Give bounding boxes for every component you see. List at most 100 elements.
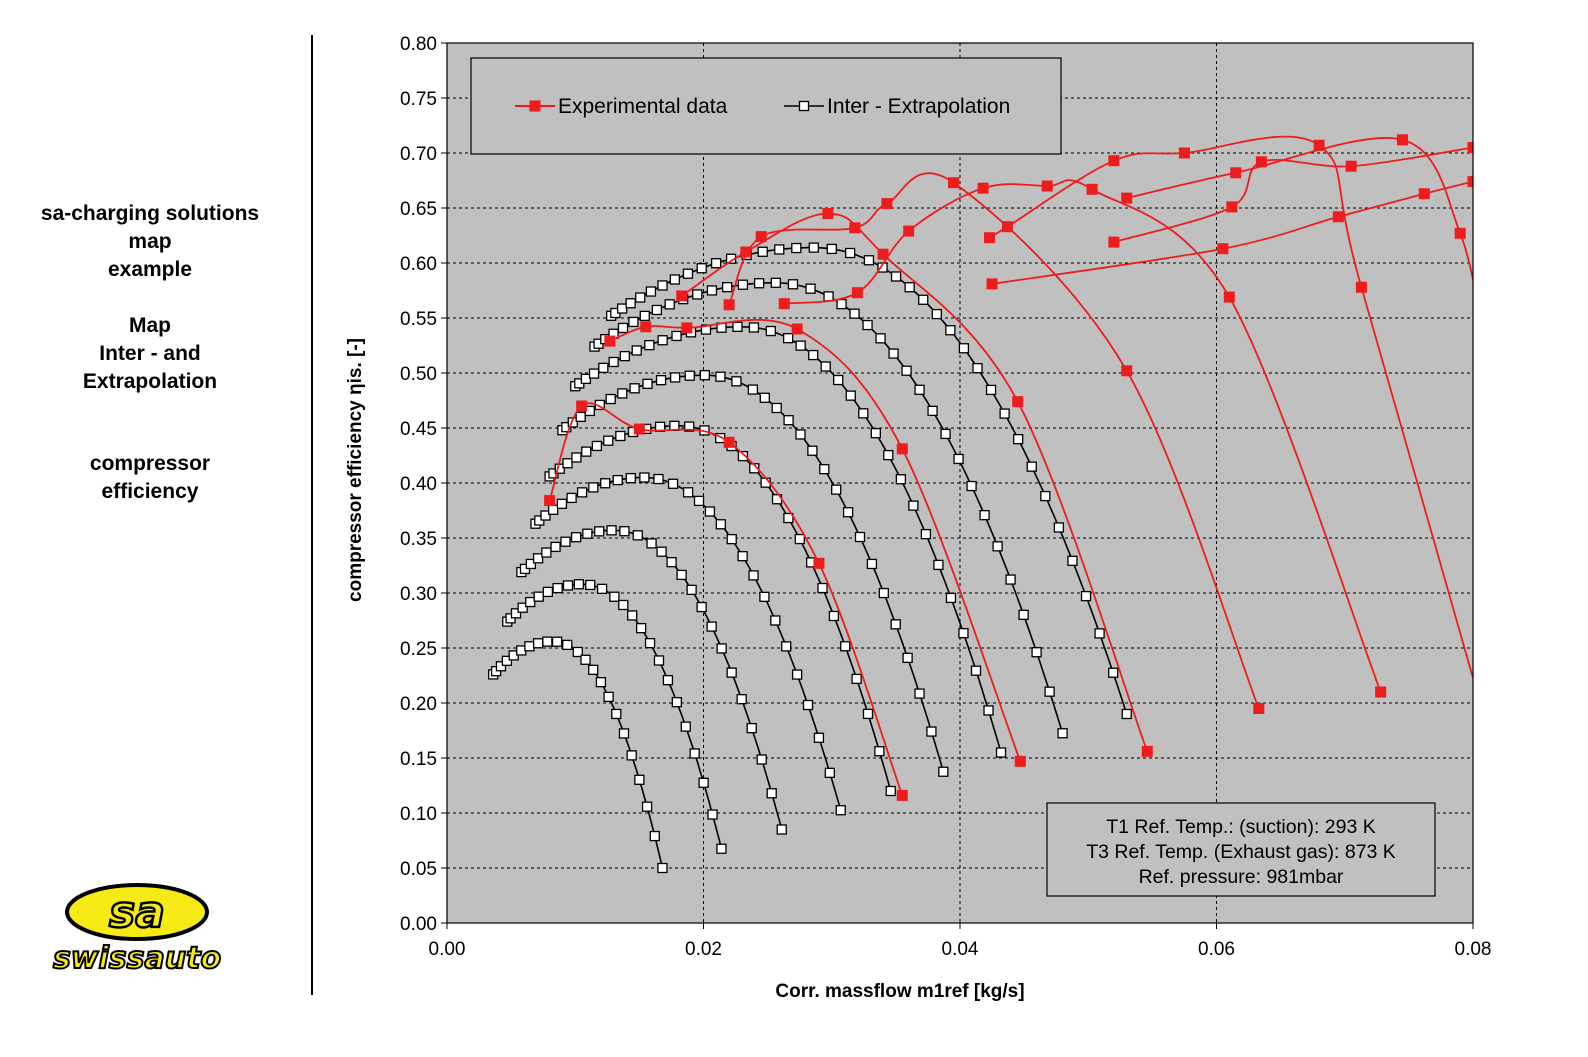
extrapolation-point xyxy=(737,279,749,290)
extrapolation-point xyxy=(588,482,599,493)
extrapolation-point xyxy=(1031,647,1042,658)
extrapolation-point xyxy=(651,304,663,316)
y-tick-label: 0.10 xyxy=(400,804,437,825)
experimental-point xyxy=(681,322,693,334)
extrapolation-point xyxy=(628,316,639,328)
logo-brand-text: swissauto xyxy=(53,941,221,976)
extrapolation-point xyxy=(618,599,629,611)
extrapolation-point xyxy=(532,638,544,649)
extrapolation-point xyxy=(1013,433,1024,445)
extrapolation-point xyxy=(542,586,554,598)
extrapolation-point xyxy=(671,697,682,708)
experimental-point xyxy=(676,290,688,302)
extrapolation-point xyxy=(902,652,913,664)
experimental-point xyxy=(723,299,735,311)
extrapolation-point xyxy=(657,335,668,346)
extrapolation-point xyxy=(588,368,600,379)
extrapolation-point xyxy=(710,258,722,269)
extrapolation-point xyxy=(631,345,642,356)
extrapolation-point xyxy=(573,579,585,590)
extrapolation-point xyxy=(878,587,889,599)
extrapolation-point xyxy=(737,450,749,462)
extrapolation-point xyxy=(1018,609,1029,620)
extrapolation-point xyxy=(706,621,717,632)
vertical-divider xyxy=(311,35,313,995)
extrapolation-point xyxy=(566,492,577,504)
sidebar-title-block: sa-charging solutions map example xyxy=(0,200,300,284)
experimental-point xyxy=(851,287,863,299)
extrapolation-point xyxy=(570,532,582,543)
extrapolation-point xyxy=(757,246,768,257)
extrapolation-point xyxy=(682,268,694,279)
sidebar-line: Inter - and xyxy=(99,342,201,365)
experimental-point xyxy=(903,225,915,237)
extrapolation-point xyxy=(726,667,737,678)
extrapolation-point xyxy=(626,750,637,761)
extrapolation-point xyxy=(698,777,709,788)
extrapolation-point xyxy=(808,349,819,361)
extrapolation-point xyxy=(746,722,757,734)
experimental-point xyxy=(1226,201,1238,213)
extrapolation-point xyxy=(945,325,956,336)
y-tick-label: 0.35 xyxy=(400,529,437,550)
extrapolation-point xyxy=(664,299,675,310)
extrapolation-point xyxy=(541,547,552,558)
extrapolation-point xyxy=(831,484,842,495)
extrapolation-point xyxy=(550,541,561,553)
extrapolation-point xyxy=(639,310,650,322)
extrapolation-point xyxy=(851,673,862,685)
note-line: Ref. pressure: 981mbar xyxy=(1139,866,1344,888)
extrapolation-point xyxy=(696,601,707,613)
extrapolation-point xyxy=(875,333,886,344)
x-tick-label: 0.06 xyxy=(1198,939,1235,960)
extrapolation-point xyxy=(765,325,776,337)
experimental-point xyxy=(977,182,989,194)
extrapolation-point xyxy=(866,558,878,570)
experimental-point xyxy=(778,298,790,310)
experimental-point xyxy=(1108,155,1120,167)
extrapolation-point xyxy=(966,480,977,492)
extrapolation-point xyxy=(560,536,571,547)
extrapolation-point xyxy=(510,608,522,619)
extrapolation-point xyxy=(644,638,656,649)
extrapolation-point xyxy=(888,348,899,359)
extrapolation-point xyxy=(914,384,925,395)
extrapolation-point xyxy=(556,498,568,509)
extrapolation-point xyxy=(972,362,983,374)
legend-box xyxy=(470,57,1062,155)
y-tick-label: 0.20 xyxy=(400,694,437,715)
extrapolation-point xyxy=(715,371,726,382)
experimental-point xyxy=(1086,183,1098,195)
extrapolation-point xyxy=(548,504,559,515)
extrapolation-point xyxy=(595,677,607,688)
extrapolation-point xyxy=(615,430,626,442)
extrapolation-point xyxy=(676,569,687,581)
extrapolation-point xyxy=(920,528,932,540)
experimental-point xyxy=(640,321,652,333)
y-tick-label: 0.65 xyxy=(400,199,437,220)
extrapolation-point xyxy=(594,526,605,537)
extrapolation-point xyxy=(813,732,825,743)
extrapolation-point xyxy=(858,408,869,419)
x-axis-title: Corr. massflow m1ref [kg/s] xyxy=(775,981,1024,1002)
extrapolation-point xyxy=(495,661,507,672)
y-tick-label: 0.70 xyxy=(400,144,437,165)
extrapolation-point xyxy=(619,350,630,362)
extrapolation-point xyxy=(854,531,866,543)
y-tick-label: 0.40 xyxy=(400,474,437,495)
experimental-point xyxy=(544,495,556,507)
y-tick-label: 0.00 xyxy=(400,914,437,935)
extrapolation-point xyxy=(820,361,831,372)
experimental-point xyxy=(633,423,645,435)
experimental-point xyxy=(849,222,861,234)
y-tick-label: 0.25 xyxy=(400,639,437,660)
extrapolation-point xyxy=(840,641,851,652)
extrapolation-point xyxy=(692,289,703,300)
x-tick-label: 0.02 xyxy=(685,939,722,960)
extrapolation-point xyxy=(716,843,727,854)
extrapolation-point xyxy=(824,767,835,778)
extrapolation-point xyxy=(576,487,588,498)
extrapolation-point xyxy=(540,510,551,521)
extrapolation-point xyxy=(585,579,596,591)
experimental-point xyxy=(986,278,998,290)
